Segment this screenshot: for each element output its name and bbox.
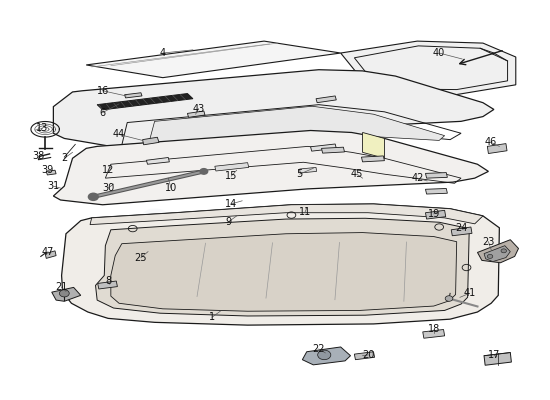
Polygon shape	[62, 204, 499, 325]
Polygon shape	[354, 352, 375, 360]
Text: a parts diagram: a parts diagram	[111, 270, 285, 289]
Text: a parts diagram: a parts diagram	[103, 246, 282, 297]
Polygon shape	[142, 137, 159, 145]
Polygon shape	[46, 170, 56, 175]
Text: 20: 20	[362, 350, 374, 360]
Polygon shape	[53, 130, 488, 205]
Text: 12: 12	[102, 165, 114, 175]
Text: 10: 10	[165, 183, 177, 193]
Circle shape	[487, 254, 493, 258]
Polygon shape	[311, 144, 336, 151]
Text: 21: 21	[56, 282, 68, 292]
Circle shape	[501, 249, 507, 253]
Polygon shape	[96, 218, 469, 316]
Text: 24: 24	[455, 223, 468, 233]
Text: 31: 31	[47, 181, 59, 191]
Text: 41: 41	[463, 288, 475, 298]
Text: 2: 2	[61, 153, 68, 163]
Polygon shape	[487, 144, 507, 154]
Polygon shape	[111, 232, 456, 311]
Text: 47: 47	[42, 247, 54, 257]
Polygon shape	[322, 147, 344, 153]
Polygon shape	[146, 158, 169, 164]
Text: 6: 6	[100, 108, 106, 118]
Text: 22: 22	[312, 344, 325, 354]
Polygon shape	[423, 330, 444, 338]
Polygon shape	[98, 281, 117, 289]
Circle shape	[89, 193, 98, 200]
Polygon shape	[90, 204, 483, 225]
Text: 23: 23	[482, 237, 494, 247]
Text: 14: 14	[225, 199, 238, 209]
Text: epc: epc	[131, 194, 255, 270]
Text: ©: ©	[100, 224, 150, 272]
Polygon shape	[300, 168, 317, 173]
Circle shape	[200, 169, 208, 174]
Polygon shape	[148, 106, 444, 146]
Polygon shape	[53, 70, 494, 146]
Text: 43: 43	[192, 104, 205, 114]
Text: 44: 44	[113, 130, 125, 140]
Text: 13: 13	[36, 124, 48, 134]
Text: epc: epc	[133, 237, 210, 275]
Polygon shape	[188, 111, 205, 117]
Circle shape	[318, 350, 331, 360]
Text: 39: 39	[42, 165, 54, 175]
Text: 40: 40	[433, 48, 446, 58]
Polygon shape	[97, 94, 193, 110]
Circle shape	[59, 290, 69, 297]
Text: 25: 25	[135, 252, 147, 262]
Text: 5: 5	[296, 169, 303, 179]
Text: 30: 30	[102, 183, 114, 193]
Text: 4: 4	[160, 48, 166, 58]
Polygon shape	[361, 156, 384, 162]
Text: 42: 42	[411, 173, 424, 183]
Text: 8: 8	[105, 276, 111, 286]
Polygon shape	[426, 172, 447, 178]
Polygon shape	[215, 163, 249, 171]
Polygon shape	[86, 41, 340, 78]
Text: 46: 46	[485, 138, 497, 148]
Text: 18: 18	[427, 324, 440, 334]
Text: 17: 17	[488, 350, 500, 360]
Circle shape	[445, 296, 453, 301]
Polygon shape	[124, 93, 142, 98]
Polygon shape	[426, 210, 446, 219]
Text: 16: 16	[96, 86, 109, 96]
Text: 38: 38	[32, 151, 45, 161]
Polygon shape	[45, 251, 56, 258]
Polygon shape	[451, 227, 472, 236]
Polygon shape	[426, 188, 447, 194]
Polygon shape	[302, 347, 350, 365]
Text: 15: 15	[225, 171, 238, 181]
Polygon shape	[340, 41, 516, 95]
Text: 11: 11	[299, 207, 311, 217]
Text: 45: 45	[351, 169, 363, 179]
Polygon shape	[484, 246, 510, 262]
Polygon shape	[477, 240, 519, 263]
Text: 19: 19	[427, 209, 440, 219]
Text: 9: 9	[226, 217, 232, 227]
Polygon shape	[316, 96, 336, 103]
Polygon shape	[52, 287, 81, 301]
Polygon shape	[362, 132, 384, 158]
Polygon shape	[484, 352, 512, 365]
Text: 1: 1	[209, 312, 215, 322]
